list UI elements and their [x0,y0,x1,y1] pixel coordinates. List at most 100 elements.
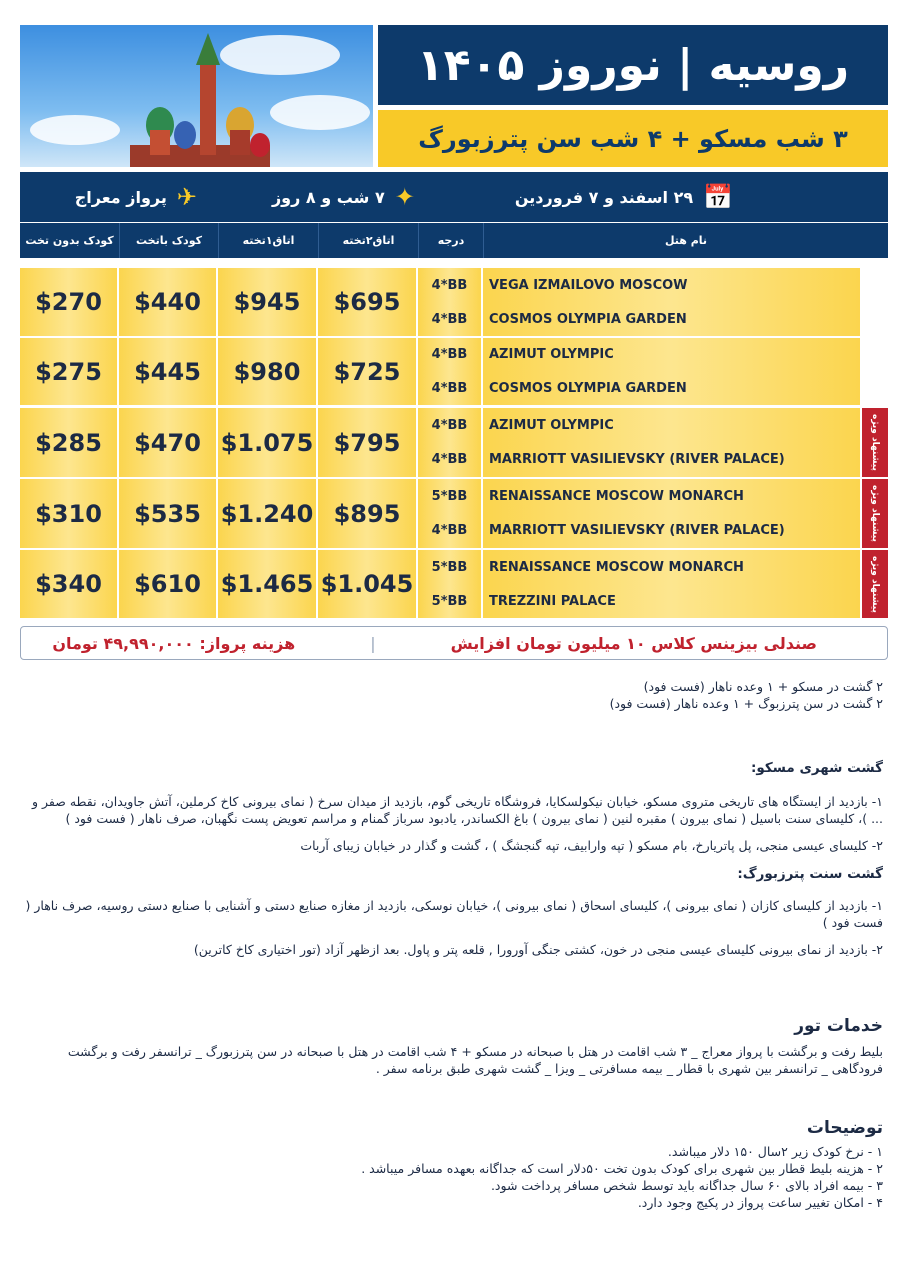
extras: ۲ گشت در مسکو + ۱ وعده ناهار (فست فود) ۲… [610,678,883,712]
price-child-bed: $610 [119,550,216,618]
grade-name: 5*BB [431,488,468,504]
moscow-section: گشت شهری مسکو: ۱- بازدید از ایستگاه های … [23,760,883,958]
special-offer-badge: پیشنهاد ویژه [862,408,888,477]
grade-name: 5*BB [431,559,468,575]
moscow-item: ۱- بازدید از ایستگاه های تاریخی متروی مس… [32,794,883,826]
flight-cost: هزینه پرواز: ۴۹,۹۹۰,۰۰۰ تومان [52,633,296,653]
hotel-name: TREZZINI PALACE [489,593,616,609]
price-double: $895 [318,479,416,548]
dates-text: ۲۹ اسفند و ۷ فروردین [514,187,694,207]
remark-item: ۴ - امکان تغییر ساعت پرواز در پکیج وجود … [637,1195,883,1210]
info-bar: 📅 ۲۹ اسفند و ۷ فروردین ✦ ۷ شب و ۸ روز ✈ پرو… [20,172,888,222]
airline-text: پرواز معراج [74,187,167,207]
col-hotel: نام هتل [483,223,888,258]
price-single: $1.075 [218,408,316,477]
price-child-bed: $535 [119,479,216,548]
special-offer-badge: پیشنهاد ویژه [862,479,888,548]
remarks-title: توضیحات [806,1118,883,1138]
hotel-name: AZIMUT OLYMPIC [489,347,614,363]
business-note: صندلی بیزینس کلاس ۱۰ میلیون تومان افزایش [450,633,817,653]
duration-item: ✦ ۷ شب و ۸ روز [272,183,415,211]
airline-item: ✈ پرواز معراج [75,183,197,211]
price-single: $945 [218,268,316,336]
kremlin-photo [20,25,373,167]
flight-note: صندلی بیزینس کلاس ۱۰ میلیون تومان افزایش… [20,626,888,660]
calendar-icon: 📅 [703,183,733,211]
table-row: RENAISSANCE MOSCOW MONARCH TREZZINI PALAC… [20,550,860,618]
price-single: $980 [218,338,316,405]
hotel-name: RENAISSANCE MOSCOW MONARCH [489,488,744,504]
price-child-bed: $445 [119,338,216,405]
col-child-bed: کودک باتخت [119,223,218,258]
price-child-nobed: $310 [20,479,117,548]
hotel-name: COSMOS OLYMPIA GARDEN [489,380,687,396]
moscow-title: گشت شهری مسکو: [750,760,883,776]
remark-item: ۲ - هزینه بلیط قطار بین شهری برای کودک ب… [361,1161,883,1176]
page-title: روسیه | نوروز ۱۴۰۵ [378,25,888,105]
hotel-cell: RENAISSANCE MOSCOW MONARCH MARRIOTT VASIL… [483,479,860,548]
grade-name: 4*BB [431,523,468,539]
grade-name: 4*BB [431,380,468,396]
hotel-name: COSMOS OLYMPIA GARDEN [489,311,687,327]
hotel-name: RENAISSANCE MOSCOW MONARCH [489,559,744,575]
remark-item: ۳ - بیمه افراد بالای ۶۰ سال جداگانه باید… [490,1178,883,1193]
airplane-icon: ✈ [176,183,197,211]
hotel-name: MARRIOTT VASILIEVSKY (RIVER PALACE) [489,523,785,539]
table-header: نام هتل درجه اتاق۲تخته اتاق۱تخته کودک با… [20,223,888,258]
services-section: خدمات تور بلیط رفت و برگشت با پرواز معرا… [23,1018,883,1077]
grade-cell: 4*BB 4*BB [418,408,481,477]
grade-cell: 4*BB 4*BB [418,268,481,336]
dates-item: 📅 ۲۹ اسفند و ۷ فروردین [515,183,733,211]
table-row: VEGA IZMAILOVO MOSCOW COSMOS OLYMPIA GARD… [20,268,860,336]
grade-name: 5*BB [431,593,468,609]
spb-title: گشت سنت پترزبورگ: [737,866,883,882]
price-child-bed: $470 [119,408,216,477]
table-row: AZIMUT OLYMPIC COSMOS OLYMPIA GARDEN 4*BB 4… [20,338,860,405]
grade-name: 4*BB [431,452,468,468]
hotel-cell: AZIMUT OLYMPIC MARRIOTT VASILIEVSKY (RIVE… [483,408,860,477]
hotel-cell: VEGA IZMAILOVO MOSCOW COSMOS OLYMPIA GARD… [483,268,860,336]
price-child-bed: $440 [119,268,216,336]
price-double: $1.045 [318,550,416,618]
moscow-item: ۲- کلیسای عیسی منجی، پل پاتریارخ، بام مس… [300,838,883,853]
spb-item: ۱- بازدید از کلیسای کازان ( نمای بیرونی … [25,898,883,930]
services-text: بلیط رفت و برگشت با پرواز معراج _ ۳ شب ا… [67,1044,883,1076]
price-child-nobed: $270 [20,268,117,336]
grade-name: 4*BB [431,311,468,327]
table-row: RENAISSANCE MOSCOW MONARCH MARRIOTT VASIL… [20,479,860,548]
table-row: AZIMUT OLYMPIC MARRIOTT VASILIEVSKY (RIVE… [20,408,860,477]
hotel-name: VEGA IZMAILOVO MOSCOW [489,277,688,293]
divider: | [370,633,376,653]
col-single: اتاق۱تخته [218,223,318,258]
hotel-cell: AZIMUT OLYMPIC COSMOS OLYMPIA GARDEN [483,338,860,405]
price-double: $695 [318,268,416,336]
grade-name: 4*BB [431,417,468,433]
hotel-cell: RENAISSANCE MOSCOW MONARCH TREZZINI PALAC… [483,550,860,618]
grade-cell: 4*BB 4*BB [418,338,481,405]
col-grade: درجه [418,223,483,258]
spb-item: ۲- بازدید از نمای بیرونی کلیسای عیسی منج… [193,942,883,957]
price-child-nobed: $275 [20,338,117,405]
extra-item: ۲ گشت در سن پترزبوگ + ۱ وعده ناهار (فست … [609,696,883,711]
sparkle-icon: ✦ [394,183,415,211]
grade-cell: 5*BB 5*BB [418,550,481,618]
price-child-nobed: $285 [20,408,117,477]
remarks-section: توضیحات ۱ - نرخ کودک زیر ۲سال ۱۵۰ دلار م… [23,1120,883,1211]
hotel-name: MARRIOTT VASILIEVSKY (RIVER PALACE) [489,452,785,468]
hotel-name: AZIMUT OLYMPIC [489,417,614,433]
grade-cell: 5*BB 4*BB [418,479,481,548]
duration-text: ۷ شب و ۸ روز [271,187,385,207]
services-title: خدمات تور [794,1016,883,1036]
page-subtitle: ۳ شب مسکو + ۴ شب سن پترزبورگ [378,110,888,167]
price-single: $1.240 [218,479,316,548]
grade-name: 4*BB [431,277,468,293]
special-offer-badge: پیشنهاد ویژه [862,550,888,618]
remark-item: ۱ - نرخ کودک زیر ۲سال ۱۵۰ دلار میباشد. [667,1144,883,1159]
price-double: $795 [318,408,416,477]
price-double: $725 [318,338,416,405]
extra-item: ۲ گشت در مسکو + ۱ وعده ناهار (فست فود) [643,679,883,694]
price-single: $1.465 [218,550,316,618]
col-double: اتاق۲تخته [318,223,418,258]
grade-name: 4*BB [431,347,468,363]
col-child-nobed: کودک بدون تخت [25,234,114,247]
